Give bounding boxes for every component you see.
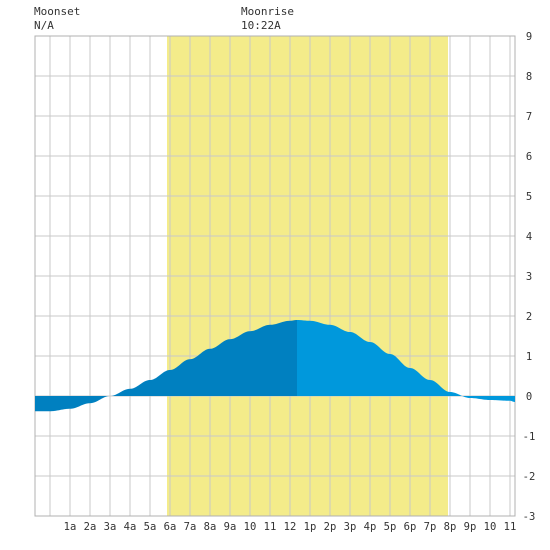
- y-tick-label: -2: [523, 471, 536, 483]
- x-tick-label: 6p: [404, 521, 417, 533]
- x-tick-label: 3p: [344, 521, 357, 533]
- axis-layer: 1a 2a 3a 4a 5a 6a 7a 8a 9a 10 11 12 1p 2p 3p 4p 5p 6p 7p 8p…: [64, 31, 536, 533]
- moonset-time: N/A: [34, 19, 54, 32]
- y-tick-label: -3: [523, 511, 536, 523]
- x-tick-label: 5p: [384, 521, 397, 533]
- y-tick-label: 2: [526, 311, 532, 323]
- y-tick-label: 8: [526, 71, 532, 83]
- y-tick-label: 6: [526, 151, 532, 163]
- x-tick-label: 5a: [144, 521, 157, 533]
- y-tick-label: 4: [526, 231, 532, 243]
- moonrise-time: 10:22A: [241, 19, 281, 32]
- moonset-label: Moonset: [34, 5, 80, 18]
- grid-layer: [34, 35, 516, 517]
- x-tick-label: 8p: [444, 521, 457, 533]
- x-tick-label: 3a: [104, 521, 117, 533]
- x-tick-label: 2a: [84, 521, 97, 533]
- x-tick-label: 7a: [184, 521, 197, 533]
- moonrise-label: Moonrise: [241, 5, 294, 18]
- y-tick-label: -1: [523, 431, 536, 443]
- x-tick-label: 9a: [224, 521, 237, 533]
- y-tick-label: 7: [526, 111, 532, 123]
- x-tick-label: 1a: [64, 521, 77, 533]
- plot-frame: [34, 35, 516, 517]
- x-tick-label: 4a: [124, 521, 137, 533]
- x-tick-label: 4p: [364, 521, 377, 533]
- tide-area-falling: [297, 320, 515, 402]
- tide-area-layer: [35, 320, 515, 412]
- y-tick-label: 0: [526, 391, 532, 403]
- y-tick-label: 9: [526, 31, 532, 43]
- x-tick-label: 10: [484, 521, 497, 533]
- x-tick-label: 9p: [464, 521, 477, 533]
- tide-area-rising: [35, 320, 297, 412]
- x-tick-label: 6a: [164, 521, 177, 533]
- x-tick-label: 11: [504, 521, 517, 533]
- x-tick-label: 8a: [204, 521, 217, 533]
- x-tick-label: 10: [244, 521, 257, 533]
- y-tick-label: 5: [526, 191, 532, 203]
- x-tick-label: 2p: [324, 521, 337, 533]
- x-tick-label: 7p: [424, 521, 437, 533]
- x-tick-label: 1p: [304, 521, 317, 533]
- y-tick-label: 3: [526, 271, 532, 283]
- x-tick-label: 11: [264, 521, 277, 533]
- x-tick-label: 12: [284, 521, 297, 533]
- y-tick-label: 1: [526, 351, 532, 363]
